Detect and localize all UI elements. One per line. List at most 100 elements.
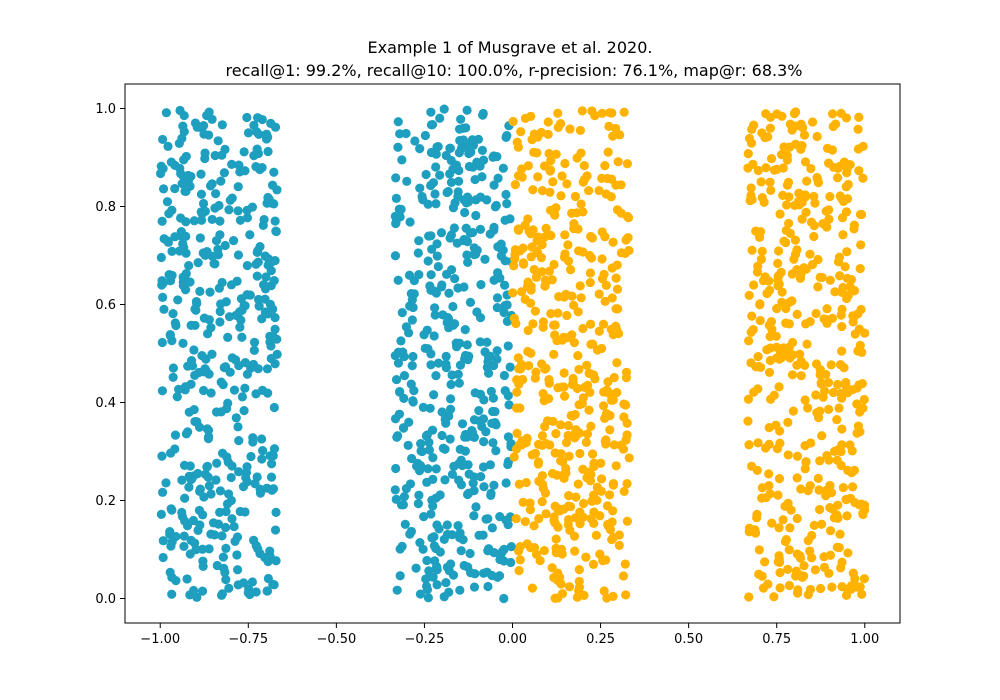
data-point <box>842 273 852 283</box>
data-point <box>747 245 757 255</box>
x-tick-label: 0.75 <box>762 632 791 647</box>
data-point <box>440 414 450 424</box>
data-point <box>797 214 807 224</box>
data-point <box>393 275 403 285</box>
data-point <box>463 562 473 572</box>
data-point <box>513 224 523 234</box>
data-point <box>571 492 581 502</box>
data-point <box>462 105 472 115</box>
data-point <box>242 112 252 123</box>
data-point <box>774 474 785 484</box>
data-point <box>396 336 406 346</box>
data-point <box>858 508 868 518</box>
data-point <box>479 437 489 447</box>
data-point <box>825 503 835 513</box>
data-point <box>249 345 259 356</box>
data-point <box>604 490 615 500</box>
data-point <box>746 358 756 368</box>
data-point <box>514 566 524 576</box>
data-point <box>447 370 457 380</box>
data-point <box>172 392 182 402</box>
data-point <box>511 513 521 524</box>
data-point <box>462 237 473 247</box>
data-point <box>827 109 838 119</box>
data-point <box>399 371 410 381</box>
data-point <box>516 127 526 137</box>
data-point <box>754 545 764 555</box>
data-point <box>537 186 548 196</box>
y-tick-label: 0.4 <box>95 396 116 411</box>
data-point <box>567 379 578 390</box>
data-point <box>602 501 613 511</box>
data-point <box>471 195 481 205</box>
data-point <box>756 254 767 264</box>
data-point <box>809 191 819 202</box>
data-point <box>168 309 178 319</box>
chart-title: Example 1 of Musgrave et al. 2020. <box>368 38 653 57</box>
data-point <box>550 320 560 330</box>
data-point <box>263 309 273 319</box>
data-point <box>157 337 167 348</box>
data-point <box>536 253 546 263</box>
data-point <box>479 482 489 492</box>
data-point <box>791 107 801 117</box>
data-point <box>206 388 216 398</box>
data-point <box>578 464 588 474</box>
data-point <box>463 460 473 470</box>
data-point <box>461 223 471 233</box>
data-point <box>196 169 206 179</box>
data-point <box>506 541 516 552</box>
data-point <box>404 417 414 427</box>
data-point <box>605 108 615 118</box>
data-point <box>391 218 401 229</box>
data-point <box>465 548 475 559</box>
data-point <box>266 118 276 128</box>
data-point <box>529 521 539 531</box>
data-point <box>753 165 763 176</box>
data-point <box>781 303 791 314</box>
data-point <box>583 470 594 480</box>
x-tick-label: −0.25 <box>405 632 445 647</box>
data-point <box>777 352 787 363</box>
data-point <box>576 293 586 303</box>
data-point <box>766 185 776 196</box>
data-point <box>465 297 476 307</box>
data-point <box>622 516 632 526</box>
data-point <box>441 150 451 161</box>
data-point <box>477 172 487 182</box>
data-point <box>824 568 834 578</box>
data-point <box>816 519 827 529</box>
data-point <box>586 421 596 431</box>
data-point <box>391 173 401 183</box>
data-point <box>579 161 589 171</box>
data-point <box>567 208 577 218</box>
data-point <box>391 374 402 385</box>
data-point <box>475 337 485 347</box>
data-point <box>815 583 826 594</box>
data-point <box>166 541 176 551</box>
data-point <box>405 217 415 227</box>
data-point <box>247 577 257 587</box>
data-point <box>249 120 259 130</box>
data-point <box>792 473 802 483</box>
data-point <box>167 246 177 256</box>
data-point <box>855 264 865 274</box>
data-point <box>433 358 444 368</box>
data-point <box>395 544 405 554</box>
data-point <box>594 326 604 336</box>
data-point <box>425 403 435 413</box>
data-point <box>263 146 273 157</box>
data-point <box>585 277 595 288</box>
data-point <box>266 353 276 364</box>
data-point <box>414 466 425 476</box>
data-point <box>582 429 593 439</box>
data-point <box>501 515 511 525</box>
data-point <box>420 130 430 141</box>
data-point <box>263 573 273 584</box>
data-point <box>424 437 434 447</box>
data-point <box>269 402 279 413</box>
data-point <box>564 451 574 461</box>
data-point <box>207 251 218 261</box>
data-point <box>447 530 457 540</box>
data-point <box>252 472 262 482</box>
